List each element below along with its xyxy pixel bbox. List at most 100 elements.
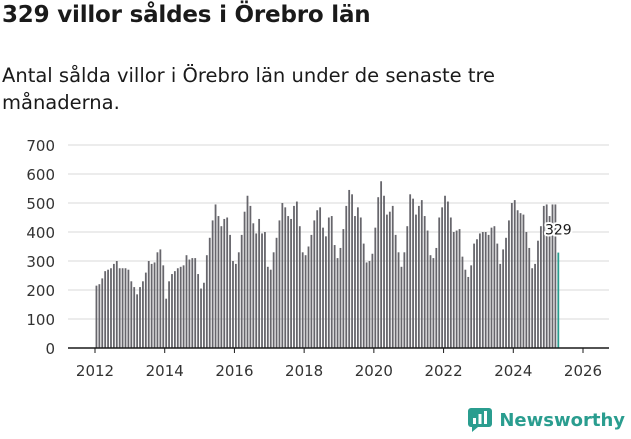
bar [429,255,432,348]
bar [394,234,397,348]
bar [165,298,168,348]
bar [112,263,115,348]
x-tick-label: 2014 [146,362,184,380]
bar [171,274,173,348]
bar [470,265,473,348]
bar [229,234,231,348]
bar [444,195,446,348]
bar [542,205,545,348]
x-tick-label: 2024 [494,362,532,380]
bar [537,240,539,348]
bar [325,236,327,348]
bar [194,258,197,348]
bar [330,216,333,348]
bar [95,285,98,348]
bar [348,189,351,348]
bar [258,218,261,348]
bar [432,258,435,348]
bar [374,227,377,348]
bar [356,207,359,348]
bar [191,258,194,348]
bar [377,197,380,348]
bar [295,201,298,348]
bar [464,269,467,348]
bar [383,195,385,348]
bar [522,214,525,348]
bar [484,232,487,348]
x-tick-label: 2012 [76,362,114,380]
bar [301,252,304,348]
bar [278,220,281,348]
y-tick-label: 500 [26,195,55,213]
bar [281,203,284,348]
bar [452,232,455,348]
bar [307,246,310,348]
bar [467,276,470,348]
bar [496,243,499,348]
bar [554,204,557,348]
bar [365,262,368,348]
bar [531,268,534,348]
bar [354,216,356,348]
bar [173,271,176,348]
bar [513,200,516,348]
bar [351,194,353,348]
bar [406,226,409,348]
newsworthy-logo-icon [468,408,493,432]
bar-chart: 0 100 200 300 400 500 600 700 2012 2014 2016 2018 20… [26,137,609,380]
bar [545,204,548,348]
bar [153,262,156,348]
bar [441,207,444,348]
bar [426,230,429,348]
bar [400,266,403,348]
bar [342,229,345,348]
brand: Newsworthy [467,407,625,433]
y-tick-label: 700 [26,137,55,155]
bar [136,294,139,348]
x-tick-label: 2020 [355,362,393,380]
bar [214,204,217,348]
bar [275,237,278,348]
bar [508,220,510,348]
bar [298,226,301,348]
x-tick-label: 2022 [424,362,462,380]
bar [319,207,322,348]
bar [386,214,388,348]
bar [208,237,211,348]
bar [237,252,240,348]
bar [144,272,147,348]
bar [272,252,275,348]
bar [412,198,414,348]
chart-title: 329 villor såldes i Örebro län [2,2,371,28]
bar [388,211,391,348]
bar [490,227,493,348]
bar [101,278,104,348]
bar [290,218,292,348]
bar [505,237,507,348]
bar [548,216,551,348]
bar [476,239,478,348]
bar [249,205,252,348]
bar [519,213,522,348]
bar [226,217,229,348]
bar [304,255,307,348]
bar [293,205,295,348]
bar [478,233,481,348]
bar [179,266,182,348]
bar [255,233,258,348]
bar [455,230,458,348]
bar [264,232,266,348]
bar [133,287,136,348]
bar [539,226,542,348]
bar [449,217,452,348]
bar [243,211,246,348]
bar [266,266,269,348]
bar [197,274,200,348]
bar [336,258,339,348]
bar [438,217,441,348]
bar [124,268,127,348]
bar [551,204,554,348]
bar [345,205,348,348]
bar [223,218,226,348]
bar [447,201,449,348]
